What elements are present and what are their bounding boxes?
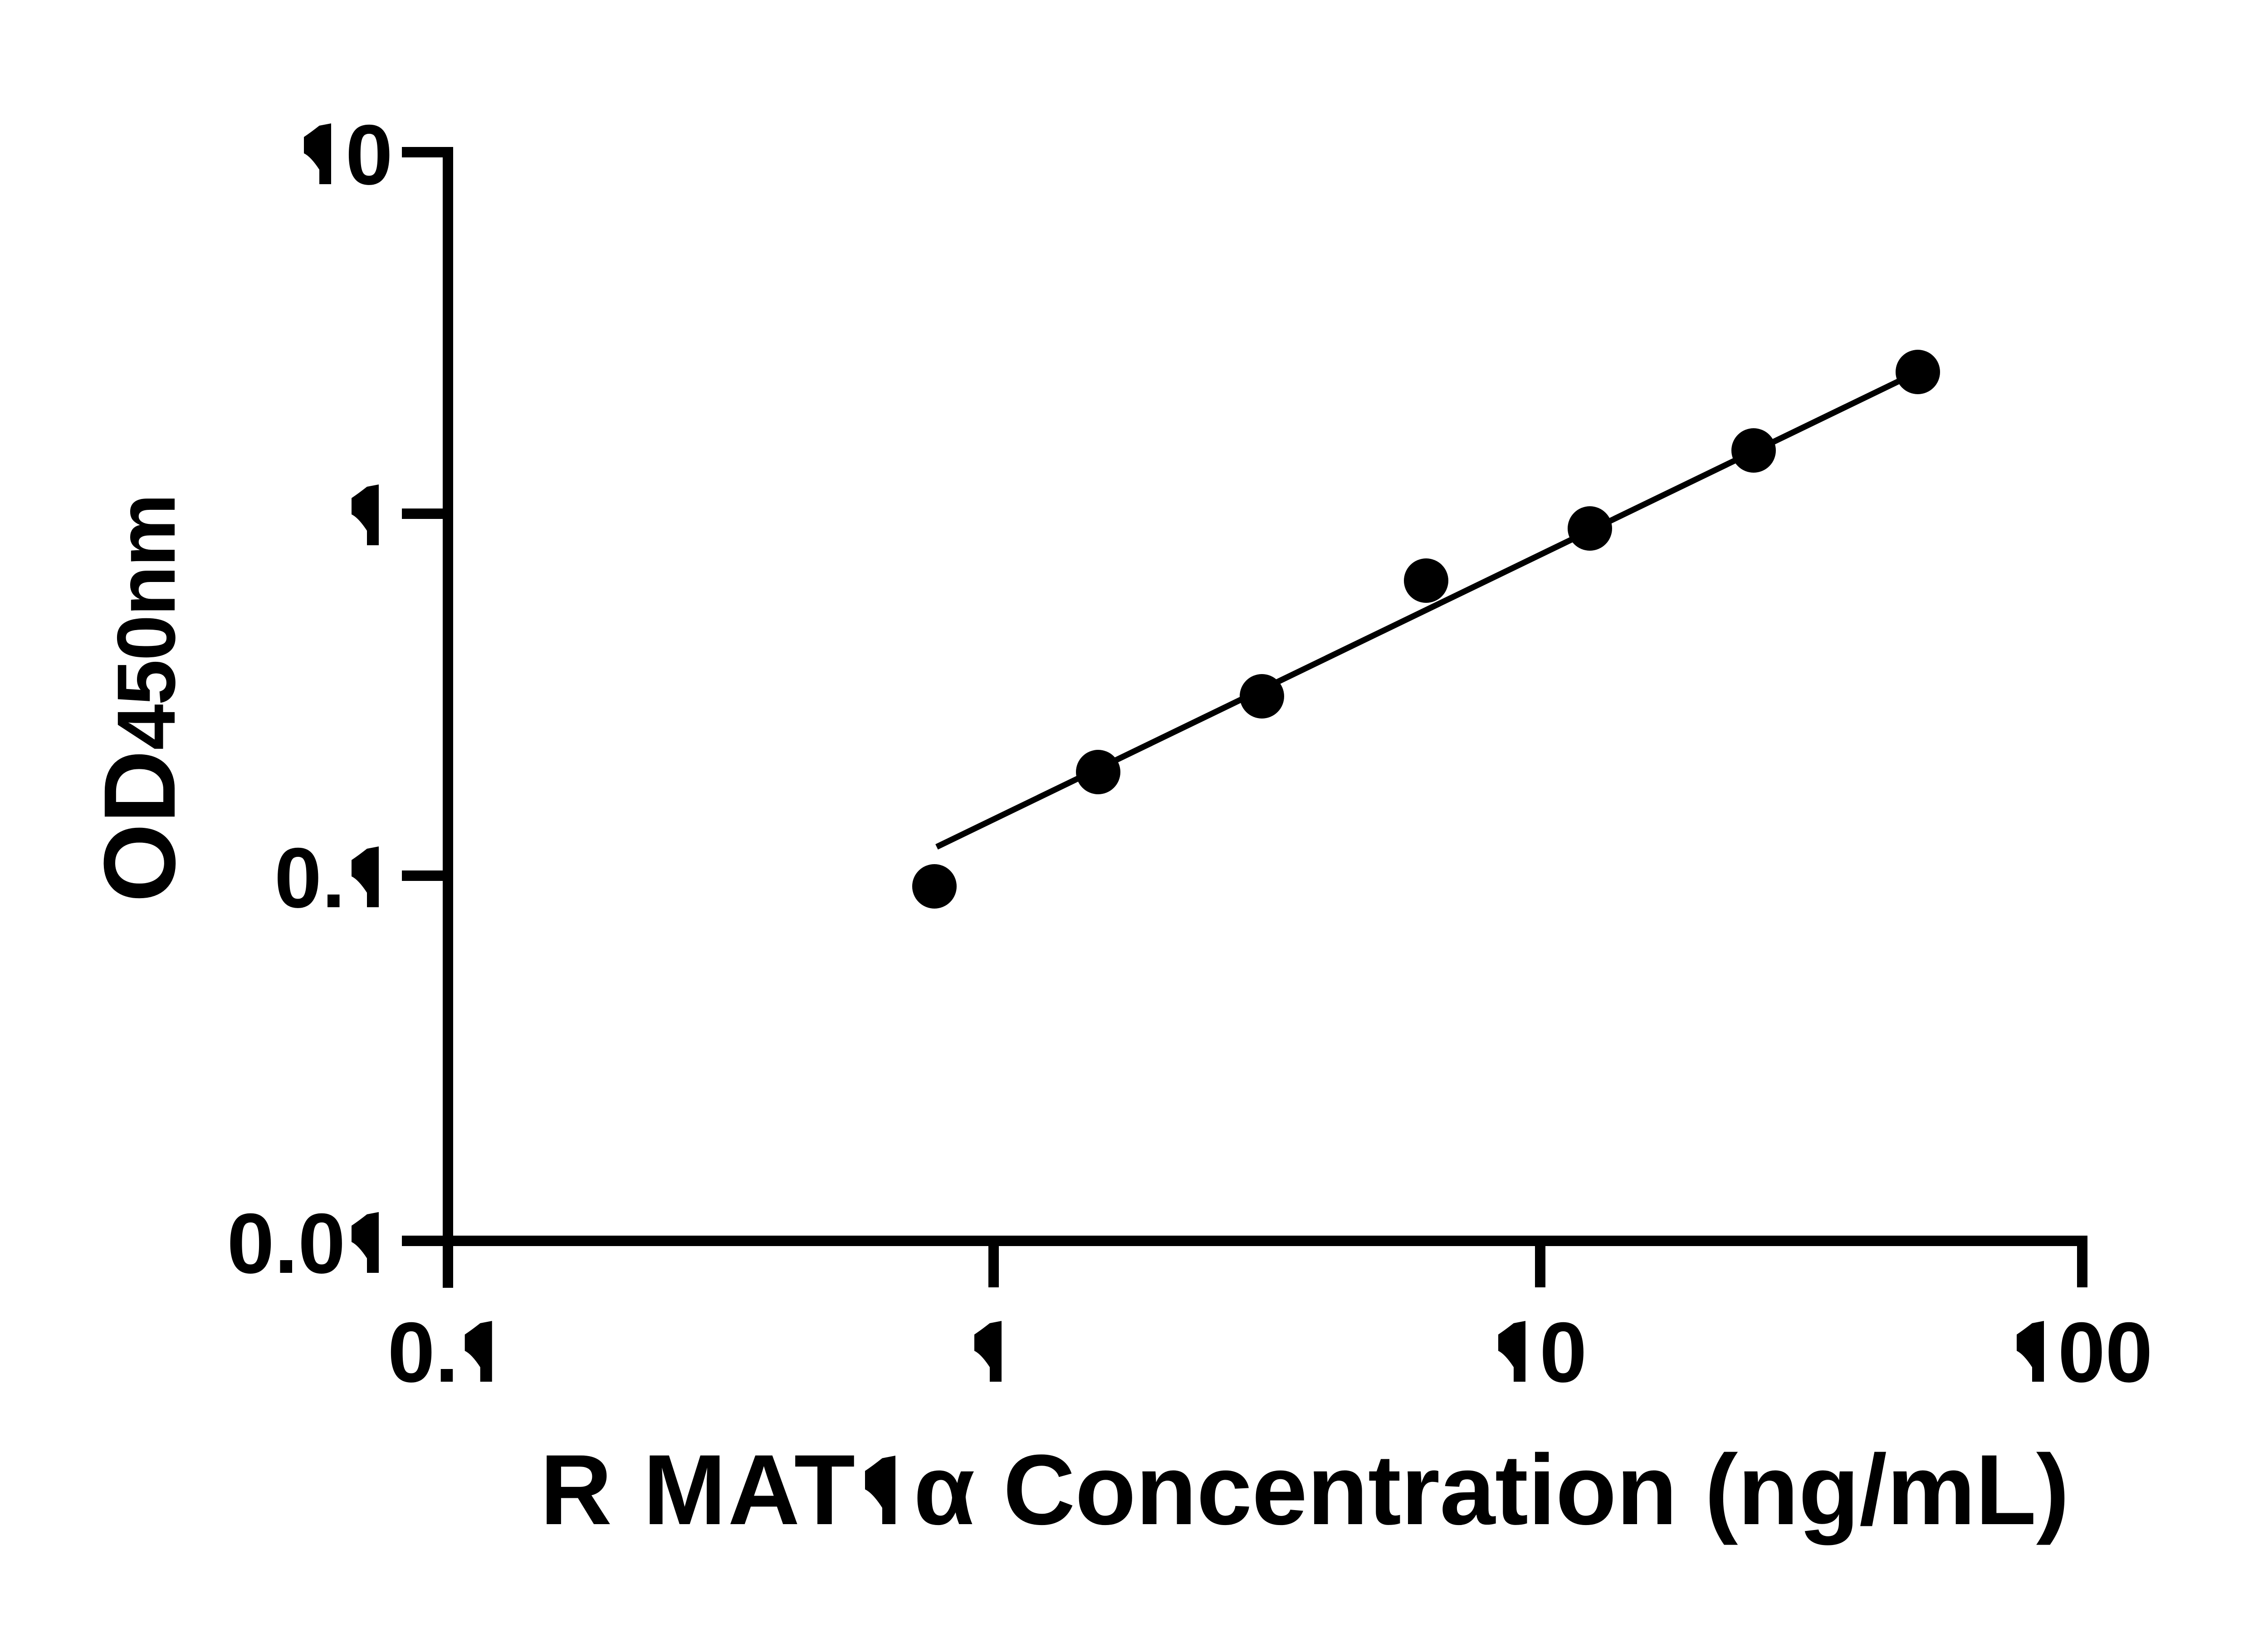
- svg-text:Concentration (ng/mL): Concentration (ng/mL): [1003, 1434, 2069, 1545]
- svg-text:0: 0: [1540, 1305, 1587, 1400]
- svg-text:α: α: [914, 1434, 975, 1545]
- svg-text:0: 0: [346, 107, 393, 202]
- svg-text:0.: 0.: [274, 830, 346, 925]
- svg-text:OD450nm: OD450nm: [83, 495, 196, 903]
- svg-text:0.: 0.: [387, 1305, 459, 1400]
- svg-text:R MAT: R MAT: [540, 1434, 857, 1545]
- svg-text:00: 00: [2058, 1305, 2153, 1400]
- svg-text:0.0: 0.0: [227, 1196, 345, 1291]
